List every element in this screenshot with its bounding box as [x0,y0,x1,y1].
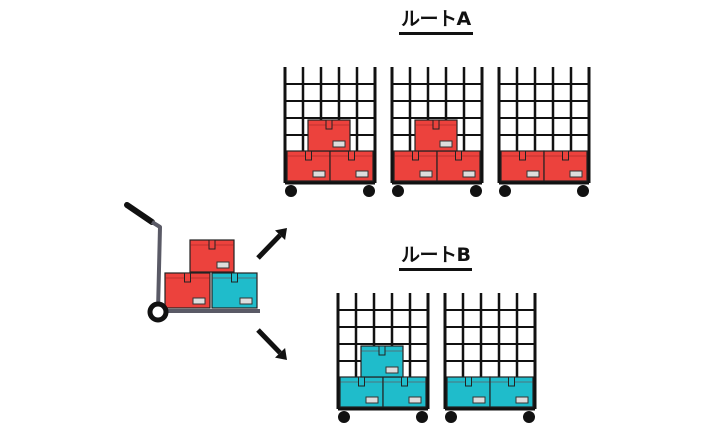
box-tape [455,150,462,161]
box [489,376,534,408]
box [307,119,351,152]
box-tape [401,376,408,387]
box-label-icon [216,261,230,269]
box [211,272,258,309]
cart-wheel-icon [363,185,375,197]
box-label-icon [385,366,399,374]
arrow-to-route-b-icon [256,328,287,360]
cart-wheel-icon [577,185,589,197]
box-tape [208,239,216,250]
box-tape [508,376,515,387]
arrow-head [275,347,287,360]
arrow-shaft [256,233,282,260]
roll-cage-cart [390,67,484,197]
roll-cage-cart [336,293,430,423]
cart-wheel-icon [470,185,482,197]
box-label-icon [515,396,529,404]
box-label-icon [526,170,540,178]
box-tape [231,272,238,283]
box-label-icon [355,170,369,178]
box-tape [465,376,472,387]
arrow-head [275,228,287,241]
box [446,376,491,408]
hand-truck [124,202,260,323]
roll-cage-cart [497,67,591,197]
box-label-icon [239,297,253,305]
route-a-title: ルートA [399,8,473,35]
box-label-icon [439,140,453,148]
box-label-icon [192,297,206,305]
box-label-icon [365,396,379,404]
box-tape [412,150,419,161]
cart-wheel-icon [285,185,297,197]
roll-cage-cart [283,67,377,197]
box-tape [325,119,333,130]
box-tape [519,150,526,161]
box [500,150,545,182]
cart-wheel-icon [392,185,404,197]
cart-wheel-icon [338,411,350,423]
box [436,150,481,182]
box [414,119,458,152]
cart-wheel-icon [523,411,535,423]
cart-wheel-icon [445,411,457,423]
box-tape [562,150,569,161]
roll-cage-cart [443,293,537,423]
route-b-title: ルートB [399,244,473,271]
box-label-icon [472,396,486,404]
arrow-shaft [256,328,282,355]
box-label-icon [332,140,346,148]
hand-truck-wheel-icon [147,301,169,323]
box [339,376,384,408]
box-tape [305,150,312,161]
cart-wheel-icon [499,185,511,197]
box [329,150,374,182]
box-tape [348,150,355,161]
box [189,239,235,273]
hand-truck-handle [150,220,162,312]
arrow-to-route-a-icon [256,228,287,260]
box-label-icon [569,170,583,178]
box-tape [432,119,440,130]
box [286,150,331,182]
box [382,376,427,408]
box-tape [184,272,191,283]
box [164,272,211,309]
box [393,150,438,182]
box-label-icon [408,396,422,404]
box-label-icon [312,170,326,178]
box-tape [378,345,386,356]
box-label-icon [419,170,433,178]
cart-wheel-icon [416,411,428,423]
box [360,345,404,378]
box-label-icon [462,170,476,178]
box-tape [358,376,365,387]
hand-truck-grip [124,202,155,225]
box [543,150,588,182]
